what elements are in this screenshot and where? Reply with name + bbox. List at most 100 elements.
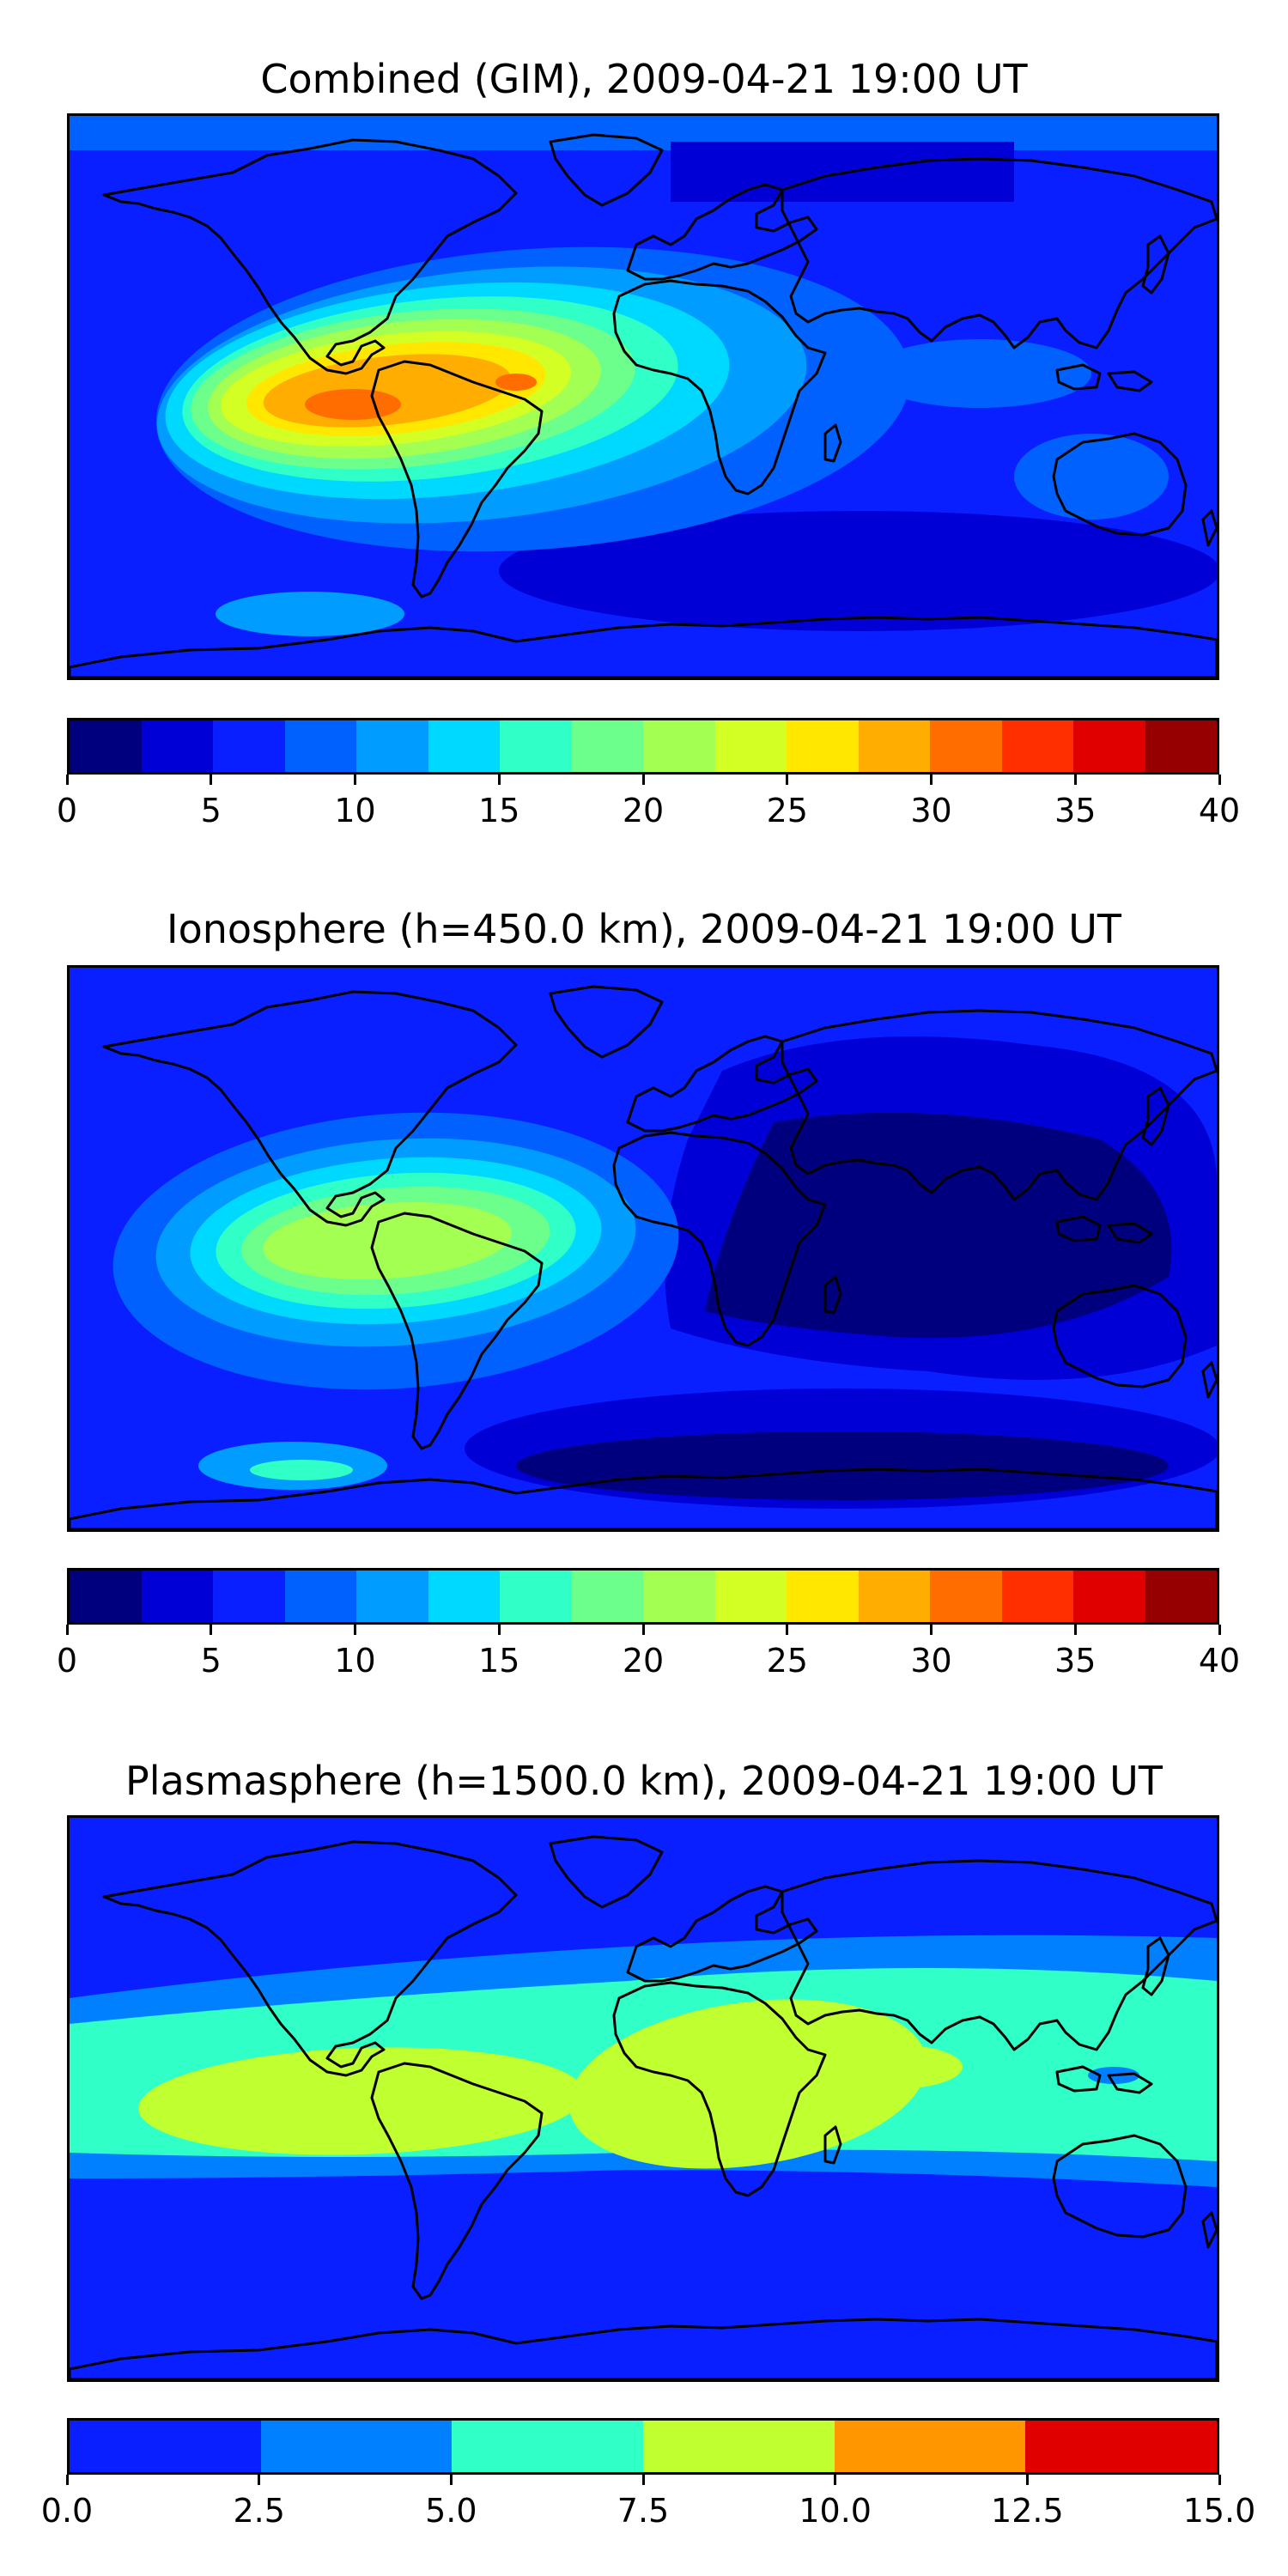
coastline <box>102 138 518 375</box>
coastlines <box>70 133 1217 677</box>
coastline <box>1201 509 1217 547</box>
colorbar-segment <box>571 1571 643 1622</box>
polar-band <box>70 116 1217 150</box>
colorbar-segment <box>141 1571 213 1622</box>
tec-contour-7-5 <box>568 1999 927 2169</box>
coastline <box>102 990 518 1227</box>
colorbar-segment <box>70 2421 261 2472</box>
colorbar-tick-label: 5 <box>200 1642 222 1680</box>
tec-contour-10 <box>1014 434 1169 519</box>
coastline <box>781 1859 1217 2051</box>
colorbar-tick-label: 0.0 <box>40 2492 94 2530</box>
coastline <box>1052 1284 1188 1388</box>
panel2-map <box>67 965 1219 1532</box>
colorbar-tick-label: 35 <box>1054 792 1097 829</box>
panel1-title: Combined (GIM), 2009-04-21 19:00 UT <box>260 56 1028 102</box>
coastline <box>1107 370 1153 392</box>
colorbar-tick-label: 7.5 <box>617 2492 670 2530</box>
coastline <box>612 1981 827 2197</box>
colorbar-segment <box>1145 1571 1217 1622</box>
colorbar-segment <box>714 720 787 772</box>
colorbar-tick-label: 40 <box>1198 1642 1241 1680</box>
colorbar-tick-label: 15 <box>478 1642 520 1680</box>
colorbar-segment <box>930 720 1002 772</box>
colorbar-segment <box>714 1571 787 1622</box>
colorbar-tick-label: 30 <box>910 792 952 829</box>
panel1-map <box>67 113 1219 680</box>
panel2-title: Ionosphere (h=450.0 km), 2009-04-21 19:0… <box>167 906 1121 952</box>
colorbar-segment <box>643 1571 715 1622</box>
colorbar-segment <box>1145 720 1217 772</box>
coastlines <box>70 985 1217 1529</box>
tec-contour-7-5 <box>825 2044 963 2089</box>
panel3-colorbar-ticks: 0.0 2.5 5.0 7.5 10.0 12.5 15.0 <box>41 2475 1255 2530</box>
colorbar-segment <box>1001 720 1073 772</box>
colorbar-segment <box>356 1571 428 1622</box>
coastline <box>1107 2072 1153 2094</box>
coastline <box>1201 1361 1217 1399</box>
colorbar-segment <box>500 1571 572 1622</box>
colorbar-tick-label: 10.0 <box>799 2492 872 2530</box>
colorbar-tick-label: 25 <box>766 1642 808 1680</box>
panel2-colorbar <box>67 1568 1219 1625</box>
southern-minimum-core <box>516 1431 1169 1500</box>
colorbar-tick-label: 2.5 <box>233 2492 285 2530</box>
coastline <box>1055 2065 1102 2093</box>
coastline <box>781 1009 1217 1201</box>
colorbar-segment <box>1073 720 1145 772</box>
panel1-colorbar-ticks: 0 5 10 15 20 25 30 35 40 <box>57 775 1240 829</box>
coastline <box>626 1885 818 1983</box>
colorbar-tick-label: 25 <box>766 792 808 829</box>
coastline <box>1141 1086 1170 1146</box>
coastline <box>1141 234 1170 295</box>
colorbar-tick-label: 35 <box>1054 1642 1097 1680</box>
tec-contour-32-5 <box>305 389 401 420</box>
colorbar-tick-label: 0 <box>56 792 78 829</box>
plasmasphere-tec-field <box>70 1818 1217 2379</box>
coastline <box>612 1131 827 1347</box>
colorbar-tick-label: 30 <box>910 1642 952 1680</box>
colorbar-tick-label: 10 <box>334 1642 376 1680</box>
colorbar-tick-label: 5.0 <box>425 2492 477 2530</box>
colorbar-tick-label: 40 <box>1198 792 1241 829</box>
colorbar-segment <box>428 720 500 772</box>
coastline <box>626 183 818 281</box>
colorbar-segment <box>787 720 859 772</box>
coastline <box>549 985 664 1059</box>
coastline <box>1107 1222 1153 1244</box>
night-side-minimum-core <box>705 1112 1172 1339</box>
colorbar-segment <box>858 1571 930 1622</box>
ionosphere-tec-field <box>70 968 1217 1529</box>
coastline <box>626 1035 818 1133</box>
colorbar-tick-label: 10 <box>334 792 376 829</box>
coastlines <box>70 1835 1217 2379</box>
colorbar-segment <box>356 720 428 772</box>
tec-contour-7-5 <box>138 2047 585 2155</box>
coastline <box>1055 1215 1102 1242</box>
colorbar-segment <box>1073 1571 1145 1622</box>
panel3-colorbar <box>67 2418 1219 2475</box>
tec-contour-10 <box>868 339 1091 408</box>
tec-contour-17-5 <box>250 1460 353 1480</box>
colorbar-segment <box>70 720 142 772</box>
panel2-colorbar-ticks: 0 5 10 15 20 25 30 35 40 <box>57 1625 1240 1680</box>
coastline <box>1055 363 1102 391</box>
colorbar-segment <box>70 1571 142 1622</box>
coastline <box>70 2318 1217 2379</box>
coastline <box>370 360 544 598</box>
colorbar-tick-label: 20 <box>622 792 665 829</box>
coastline <box>102 1840 518 2077</box>
coastline <box>781 157 1217 349</box>
colorbar-segment <box>500 720 572 772</box>
coastline <box>70 1467 1217 1529</box>
coastline <box>1052 432 1188 537</box>
colorbar-segment <box>571 720 643 772</box>
colorbar-segment <box>284 720 356 772</box>
colorbar-segment <box>1025 2421 1218 2472</box>
coastline <box>823 423 842 463</box>
colorbar-segment <box>930 1571 1002 1622</box>
coastline <box>370 2062 544 2300</box>
colorbar-tick-label: 12.5 <box>991 2492 1064 2530</box>
tec-contour-12-5 <box>216 592 404 636</box>
colorbar-tick-label: 20 <box>622 1642 665 1680</box>
